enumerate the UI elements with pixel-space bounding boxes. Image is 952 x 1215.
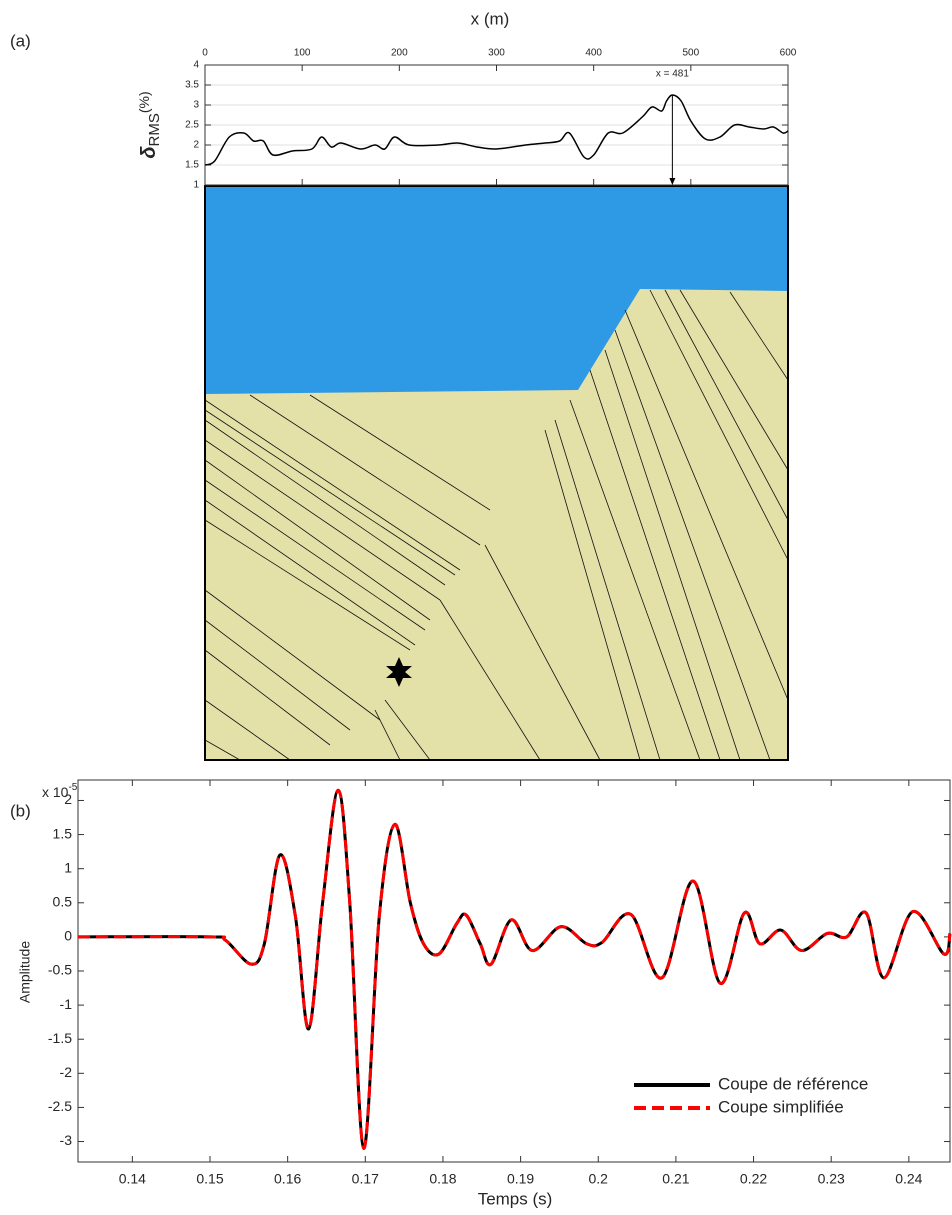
arrow-head [669,178,676,185]
y-tick-label: -2 [60,1064,73,1080]
y-label-sub: RMS [146,113,163,146]
water [205,186,788,394]
y-tick-label: -2.5 [48,1098,72,1114]
series-line [77,788,952,1150]
y-tick-label: 0 [64,928,72,944]
y-tick-label: 2 [64,791,72,807]
y-tick-label: -3 [60,1132,73,1148]
x-tick-label: 0.21 [662,1171,689,1187]
x-tick-label: 0.17 [352,1171,379,1187]
y-label-symbol: δ [138,146,160,159]
annotation: x = 481 [656,69,690,80]
plot-frame [77,779,951,1163]
geological-section [204,185,789,761]
x-tick-label: 0.19 [507,1171,534,1187]
x-tick-label: 0.22 [740,1171,767,1187]
source-star [386,657,412,687]
x-tick-label: 0.16 [274,1171,301,1187]
exponent: -5 [68,782,77,793]
panel-label: (a) [10,31,31,50]
y-tick-label: -1.5 [48,1030,72,1046]
x-axis-label: Temps (s) [478,1189,553,1208]
y-tick-label: -1 [60,996,73,1012]
x-tick-label: 0.18 [429,1171,456,1187]
y-tick-label: 1 [193,180,199,191]
y-tick-label: 1.5 [185,160,199,171]
x-tick-label: 300 [488,48,505,59]
legend-label: Coupe simplifiée [718,1097,844,1116]
section-border [204,185,789,761]
x-tick-label: 600 [780,48,797,59]
y-tick-label: 4 [193,60,199,71]
y-tick-label: 2.5 [185,120,199,131]
y-axis-label: δRMS(%) [136,91,163,158]
plot-frame [204,64,789,186]
x-tick-label: 0.2 [589,1171,609,1187]
y-axis-label: Amplitude [17,941,33,1003]
y-tick-label: 1.5 [53,825,73,841]
y-tick-label: 2 [193,140,199,151]
x-tick-label: 0.23 [818,1171,845,1187]
y-tick-label: 1 [64,859,72,875]
x-axis-label: x (m) [471,9,510,28]
x-tick-label: 0 [202,48,208,59]
series-line [77,788,952,1150]
y-tick-label: 0.5 [53,893,73,909]
y-tick-label: 3.5 [185,80,199,91]
y-tick-label: -0.5 [48,962,72,978]
y-tick-label: 3 [193,100,199,111]
x-tick-label: 500 [682,48,699,59]
x-tick-label: 0.15 [196,1171,223,1187]
x-tick-label: 400 [585,48,602,59]
y-label-unit: (%) [136,91,152,113]
x-tick-label: 0.14 [119,1171,146,1187]
x-tick-label: 200 [391,48,408,59]
exponent-label: x 10-5 [42,782,78,800]
x-tick-label: 100 [294,48,311,59]
panel-label: (b) [10,801,31,820]
legend-label: Coupe de référence [718,1074,868,1093]
x-tick-label: 0.24 [895,1171,922,1187]
series-line [204,94,789,166]
exponent-base: x 10 [42,784,69,800]
